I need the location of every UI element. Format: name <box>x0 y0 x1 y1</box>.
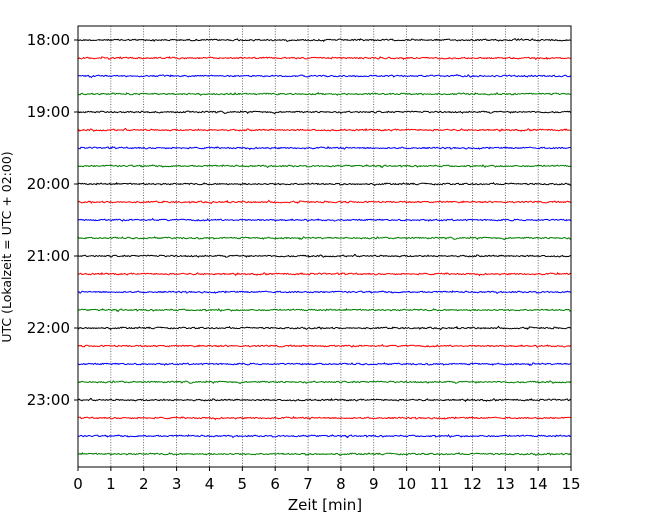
x-tick-label: 13 <box>496 475 515 493</box>
trace-2230 <box>77 362 572 367</box>
trace-2100 <box>77 253 572 258</box>
x-axis: 0 1 2 3 4 5 6 7 8 9 10 11 12 13 14 15 <box>73 467 581 493</box>
trace-2200 <box>77 325 572 331</box>
x-tick-label: 0 <box>73 475 83 493</box>
y-tick-label: 18:00 <box>27 31 70 49</box>
trace-1900 <box>77 110 572 115</box>
x-tick-label: 14 <box>529 475 548 493</box>
trace-1915 <box>77 127 572 133</box>
trace-2115 <box>77 271 572 277</box>
x-tick-label: 11 <box>430 475 449 493</box>
grid-lines <box>110 26 539 467</box>
x-tick-label: 15 <box>561 475 580 493</box>
x-tick-label: 2 <box>139 475 149 493</box>
x-tick-label: 9 <box>369 475 379 493</box>
trace-2130 <box>77 290 572 295</box>
x-tick-label: 5 <box>238 475 248 493</box>
y-axis-label: UTC (Lokalzeit = UTC + 02:00) <box>0 151 14 342</box>
y-tick-label: 22:00 <box>27 319 70 337</box>
x-tick-label: 7 <box>303 475 313 493</box>
trace-2145 <box>77 307 572 313</box>
trace-group <box>77 38 572 457</box>
trace-2345 <box>77 451 572 457</box>
trace-2045 <box>77 236 572 241</box>
plot-frame <box>77 25 572 468</box>
x-tick-label: 6 <box>270 475 280 493</box>
x-tick-label: 4 <box>205 475 215 493</box>
trace-2030 <box>77 217 572 222</box>
x-axis-label: Zeit [min] <box>288 496 362 514</box>
y-tick-label: 20:00 <box>27 175 70 193</box>
x-tick-label: 12 <box>463 475 482 493</box>
y-tick-label: 23:00 <box>27 391 70 409</box>
x-tick-label: 1 <box>106 475 116 493</box>
y-tick-label: 19:00 <box>27 103 70 121</box>
trace-1815 <box>77 55 572 61</box>
trace-1845 <box>77 91 572 96</box>
trace-2315 <box>77 415 572 421</box>
trace-2245 <box>77 380 572 385</box>
trace-2300 <box>77 397 572 403</box>
trace-1945 <box>77 163 572 169</box>
x-tick-label: 8 <box>336 475 346 493</box>
x-tick-label: 3 <box>172 475 182 493</box>
trace-2015 <box>77 199 572 205</box>
trace-2215 <box>77 343 572 348</box>
trace-1800 <box>77 38 572 43</box>
trace-2330 <box>77 433 572 439</box>
x-tick-label: 10 <box>397 475 416 493</box>
trace-2000 <box>77 181 572 187</box>
y-axis: 18:00 19:00 20:00 21:00 22:00 23:00 <box>27 31 78 409</box>
trace-1930 <box>77 145 572 151</box>
y-tick-label: 21:00 <box>27 247 70 265</box>
trace-1830 <box>77 73 572 79</box>
